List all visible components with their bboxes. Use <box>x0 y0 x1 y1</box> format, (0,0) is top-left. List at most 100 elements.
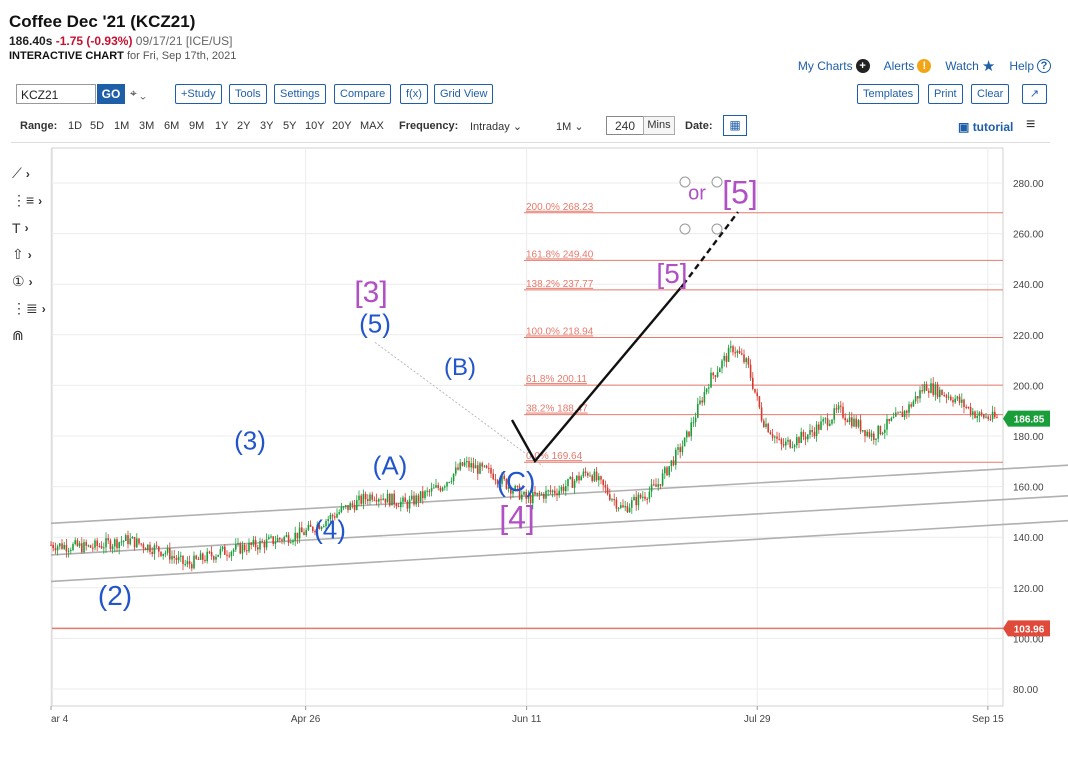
function-button[interactable]: f(x) <box>400 84 428 104</box>
candle-body <box>391 493 393 506</box>
menu-icon[interactable]: ≡ <box>1026 116 1036 133</box>
number-tool[interactable]: ① › <box>12 268 46 295</box>
candle-body <box>587 473 589 476</box>
candle-body <box>681 446 684 453</box>
candle-body <box>470 463 472 468</box>
range-2y[interactable]: 2Y <box>237 120 251 132</box>
tutorial-link[interactable]: ▣ tutorial <box>958 120 1013 134</box>
line-tool[interactable]: ⟋ › <box>12 160 46 187</box>
text-tool[interactable]: T › <box>12 214 46 241</box>
quote-line: 186.40s -1.75 (-0.93%) 09/17/21 [ICE/US] <box>9 33 236 49</box>
period-value: 1M <box>556 121 572 133</box>
range-3y[interactable]: 3Y <box>260 120 274 132</box>
range-20y[interactable]: 20Y <box>332 120 352 132</box>
y-tick-label: 180.00 <box>1013 432 1044 443</box>
candle-body <box>868 431 871 437</box>
candle-body <box>732 346 734 353</box>
watch-link[interactable]: Watch ★ <box>945 57 995 75</box>
range-3m[interactable]: 3M <box>139 120 155 132</box>
candle-body <box>446 482 448 487</box>
candle-body <box>637 494 640 506</box>
candle-body <box>743 354 745 363</box>
range-9m[interactable]: 9M <box>189 120 205 132</box>
candle-body <box>292 540 294 543</box>
grid-view-button[interactable]: Grid View <box>434 84 494 104</box>
candle-body <box>285 535 288 537</box>
candle-body <box>796 437 798 446</box>
settings-button[interactable]: Settings <box>274 84 326 104</box>
candle-body <box>580 476 582 481</box>
candle-body <box>373 499 376 501</box>
clear-button[interactable]: Clear <box>971 84 1010 104</box>
candle-body <box>551 490 554 493</box>
candle-body <box>309 524 312 527</box>
candle-body <box>859 420 862 432</box>
candle-body <box>824 418 827 420</box>
fib-tool[interactable]: ⋮≡ › <box>12 187 46 214</box>
range-10y[interactable]: 10Y <box>305 120 325 132</box>
compare-button[interactable]: Compare <box>334 84 392 104</box>
candle-body <box>807 434 809 440</box>
range-6m[interactable]: 6M <box>164 120 180 132</box>
print-button[interactable]: Print <box>928 84 963 104</box>
candle-body <box>782 444 785 446</box>
go-button[interactable]: GO <box>97 84 125 104</box>
candle-body <box>404 497 406 502</box>
templates-button[interactable]: Templates <box>857 84 920 104</box>
candle-body <box>408 499 411 509</box>
range-5y[interactable]: 5Y <box>283 120 297 132</box>
interactive-title: INTERACTIVE CHART <box>9 50 124 62</box>
wave-label: [4] <box>499 500 535 536</box>
arrow-tool[interactable]: ⇧ › <box>12 241 46 268</box>
range-1m[interactable]: 1M <box>114 120 130 132</box>
candle-body <box>562 486 565 492</box>
candle-body <box>173 556 175 559</box>
candle-body <box>347 505 349 511</box>
candle-body <box>549 490 552 493</box>
range-1d[interactable]: 1D <box>68 120 83 132</box>
candle-body <box>136 538 138 548</box>
draw-mode-dropdown[interactable]: ⌖ ⌄ <box>130 86 146 101</box>
candle-body <box>294 532 296 541</box>
candle-body <box>963 399 965 407</box>
range-5d[interactable]: 5D <box>90 120 105 132</box>
candle-body <box>430 487 433 492</box>
candle-body <box>974 411 976 418</box>
candle-body <box>162 553 164 556</box>
candle-body <box>521 494 523 500</box>
candle-body <box>593 471 596 481</box>
candle-body <box>890 417 893 422</box>
candle-body <box>164 552 167 554</box>
pattern-tool[interactable]: ⋮≣ › <box>12 295 46 322</box>
candle-body <box>199 553 202 560</box>
candle-body <box>802 431 805 437</box>
candle-body <box>193 555 195 569</box>
my-charts-link[interactable]: My Charts + <box>798 59 870 73</box>
alerts-link[interactable]: Alerts ! <box>884 59 932 73</box>
study-button[interactable]: +Study <box>175 84 222 104</box>
magnet-tool[interactable]: ⋒ <box>12 322 46 349</box>
help-link[interactable]: Help ? <box>1009 59 1051 73</box>
symbol-input[interactable]: KCZ21 <box>16 84 96 104</box>
candle-body <box>362 494 365 504</box>
candle-body <box>389 493 391 506</box>
candle-body <box>133 537 136 548</box>
candle-body <box>936 384 939 398</box>
range-max[interactable]: MAX <box>360 120 384 132</box>
frequency-dropdown[interactable]: Intraday ⌄ <box>470 120 522 133</box>
calendar-icon[interactable]: ▦ <box>723 115 747 136</box>
tools-button[interactable]: Tools <box>229 84 267 104</box>
candle-body <box>417 495 420 502</box>
expand-icon[interactable]: ↗ <box>1022 84 1047 104</box>
candle-body <box>598 476 600 481</box>
range-1y[interactable]: 1Y <box>215 120 229 132</box>
candle-body <box>534 491 536 495</box>
period-dropdown[interactable]: 1M ⌄ <box>556 120 584 133</box>
candle-body <box>778 438 780 440</box>
candle-body <box>710 372 712 388</box>
candle-body <box>600 476 602 480</box>
candle-body <box>325 520 327 527</box>
candle-body <box>116 539 118 549</box>
candle-body <box>853 418 855 427</box>
